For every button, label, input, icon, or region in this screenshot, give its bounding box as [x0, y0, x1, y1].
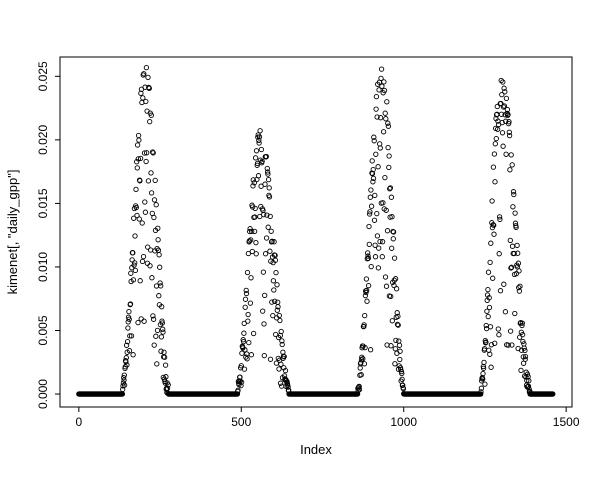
x-tick-label: 500	[231, 415, 251, 429]
y-tick-label: 0.010	[36, 252, 50, 282]
x-axis-label: Index	[300, 442, 332, 457]
x-tick-label: 0	[75, 415, 82, 429]
x-tick-label: 1000	[390, 415, 417, 429]
x-tick-label: 1500	[553, 415, 580, 429]
y-axis-label: kimenet[, "daily_gpp"]	[5, 170, 20, 295]
axes: 0 500 1000 1500 0.000 0.005 0.010 0.015 0.020 0.0…	[36, 56, 580, 429]
y-tick-label: 0.025	[36, 61, 50, 91]
y-tick-label: 0.020	[36, 125, 50, 155]
y-tick-label: 0.015	[36, 188, 50, 218]
data-points	[76, 64, 556, 397]
y-tick-label: 0.005	[36, 315, 50, 345]
y-tick-label: 0.000	[36, 379, 50, 409]
